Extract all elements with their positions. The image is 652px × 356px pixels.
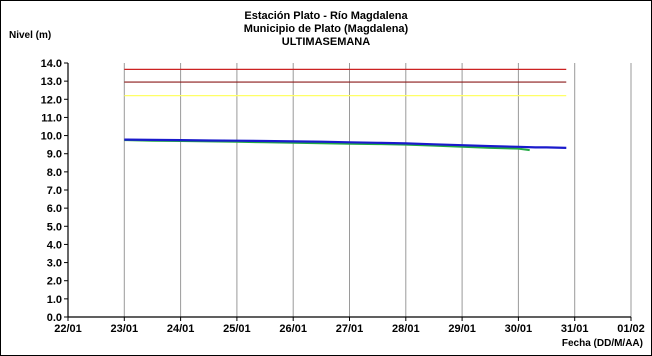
y-tick-label-11: 11.0	[41, 112, 62, 124]
chart-title-line-3: ULTIMASEMANA	[282, 36, 370, 48]
x-tick-label-6: 28/01	[392, 323, 420, 335]
chart-title-line-2: Municipio de Plato (Magdalena)	[244, 23, 409, 35]
y-tick-label-13: 13.0	[41, 76, 62, 88]
y-tick-label-2: 2.0	[47, 276, 62, 288]
x-tick-label-4: 26/01	[279, 323, 307, 335]
y-tick-label-7: 7.0	[47, 185, 62, 197]
y-tick-label-4: 4.0	[47, 239, 62, 251]
y-tick-label-6: 6.0	[47, 203, 62, 215]
x-tick-label-5: 27/01	[336, 323, 364, 335]
y-tick-label-9: 9.0	[47, 149, 62, 161]
y-tick-label-5: 5.0	[47, 221, 62, 233]
x-tick-label-1: 23/01	[111, 323, 139, 335]
y-tick-label-10: 10.0	[41, 131, 62, 143]
y-tick-label-8: 8.0	[47, 167, 62, 179]
x-tick-label-9: 31/01	[561, 323, 589, 335]
plot-area: 0.0 1.0 2.0 3.0 4.0 5.0 6.0 7.0 8.0 9.0 10.0 11.0 12…	[41, 58, 645, 335]
x-axis-label: Fecha (DD/M/AA)	[562, 338, 643, 349]
y-tick-label-0: 0.0	[47, 312, 62, 324]
y-tick-label-1: 1.0	[47, 294, 62, 306]
chart-title-line-1: Estación Plato - Río Magdalena	[244, 10, 408, 22]
chart-title-group: Estación Plato - Río Magdalena Municipio…	[244, 10, 409, 48]
x-tick-label-0: 22/01	[54, 323, 82, 335]
x-tick-label-8: 30/01	[505, 323, 533, 335]
x-tick-label-7: 29/01	[448, 323, 476, 335]
x-tick-label-3: 25/01	[223, 323, 251, 335]
y-tick-label-14: 14.0	[41, 58, 62, 70]
y-axis-label: Nivel (m)	[9, 30, 51, 41]
series-line-1	[124, 138, 567, 149]
x-tick-label-10: 01/02	[617, 323, 645, 335]
x-tick-label-2: 24/01	[167, 323, 195, 335]
y-tick-label-3: 3.0	[47, 258, 62, 270]
y-tick-label-12: 12.0	[41, 94, 62, 106]
